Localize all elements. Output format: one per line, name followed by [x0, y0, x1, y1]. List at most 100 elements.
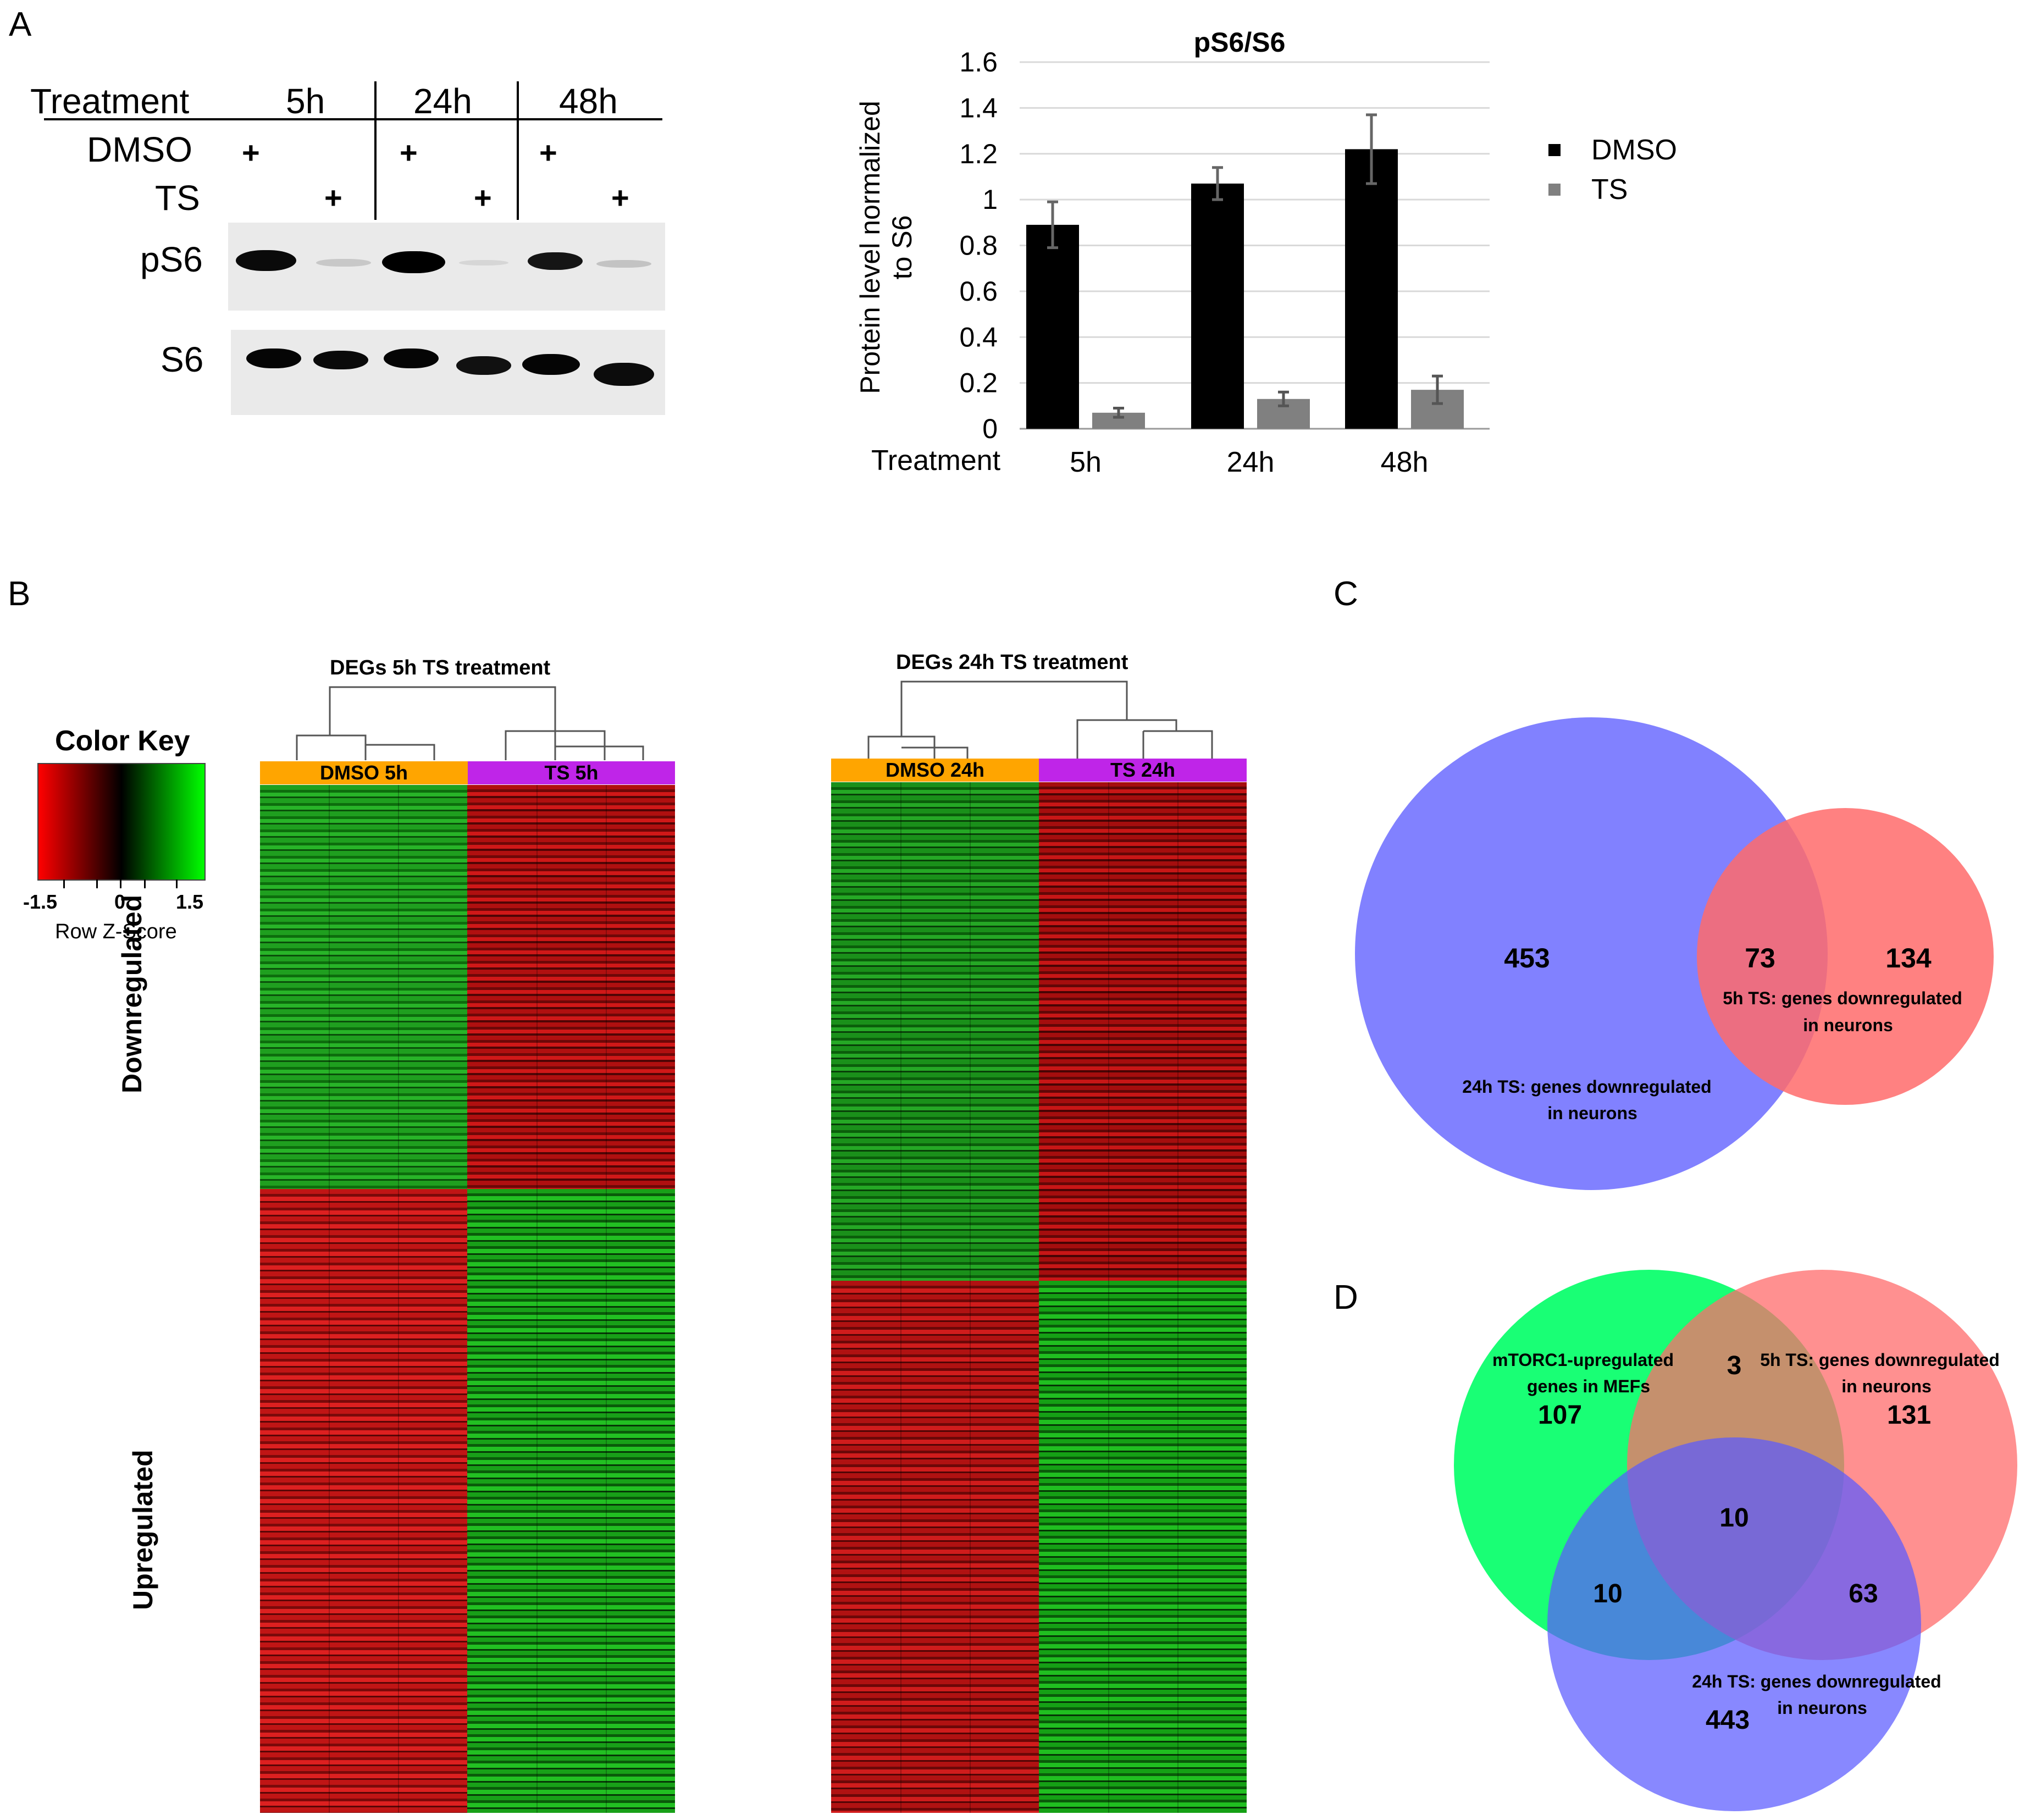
venn-c-label-24h-line-2: in neurons: [1547, 1103, 1637, 1123]
band-s6-dmso-5h: [246, 348, 301, 368]
blot-treatment-label: Treatment: [30, 81, 190, 121]
group-bar-dmso-5h: DMSO 5h: [260, 761, 468, 784]
venn-d-label-mtorc1-line-1: mTORC1-upregulated: [1492, 1350, 1674, 1370]
heatmap-right-dmso-up: [831, 1281, 1039, 1813]
band-ps6-ts-24h: [459, 260, 508, 265]
venn-d-label-5h-line-1: 5h TS: genes downregulated: [1760, 1350, 2000, 1370]
heatmap-right: [831, 782, 1247, 1813]
heatmap-right-ts-up: [1039, 1281, 1247, 1813]
venn-d-count-5h-24h: 63: [1849, 1579, 1878, 1608]
venn-d: mTORC1-upregulated genes in MEFs 107 3 5…: [1454, 1270, 2017, 1811]
heatmap-left-title: DEGs 5h TS treatment: [330, 656, 551, 679]
errorbar-dmso-48h: [1366, 113, 1377, 185]
band-s6-dmso-48h: [522, 354, 580, 375]
heatmap-right-dmso-down: [831, 782, 1039, 1281]
panel-letter-a: A: [9, 5, 32, 43]
chart-ylabel-line-1: Protein level normalized: [855, 101, 886, 394]
panel-letter-d: D: [1334, 1279, 1358, 1316]
chart-yticks: 0 0.2 0.4 0.6 0.8 1 1.2 1.4 1.6: [959, 47, 998, 444]
chart-xticks: 5h 24h 48h: [1070, 446, 1428, 478]
band-ps6-ts-48h: [596, 260, 651, 268]
legend-label-ts: TS: [1591, 174, 1628, 206]
bar-dmso-48h: [1345, 149, 1398, 429]
y-tick-label: 1.6: [959, 47, 998, 78]
blot-timepoint-48h: 48h: [559, 81, 618, 121]
heatmap-left-dmso-up: [260, 1189, 467, 1813]
chart-bars: [1026, 113, 1464, 429]
venn-c-label-5h-line-1: 5h TS: genes downregulated: [1723, 988, 1962, 1008]
band-ps6-dmso-5h: [236, 250, 296, 271]
y-tick-label: 0.4: [959, 322, 998, 352]
venn-d-label-24h-line-1: 24h TS: genes downregulated: [1692, 1672, 1941, 1691]
y-tick-label: 0.2: [959, 368, 998, 399]
errorbar-ts-48h: [1432, 374, 1443, 405]
heatmap-right-title: DEGs 24h TS treatment: [896, 651, 1128, 674]
chart-ylabel: Protein level normalized to S6: [855, 101, 917, 394]
plus-dmso-5h: +: [242, 135, 260, 170]
blot-header-line: [44, 118, 662, 120]
venn-c-circle-24h: [1355, 717, 1828, 1190]
plus-ts-24h: +: [474, 180, 492, 215]
y-tick-label: 1.2: [959, 139, 998, 169]
plus-ts-5h: +: [324, 180, 342, 215]
color-key-gradient: [37, 763, 206, 881]
chart-title: pS6/S6: [1194, 27, 1286, 58]
venn-d-label-24h-line-2: in neurons: [1777, 1698, 1867, 1718]
venn-d-label-5h-line-2: in neurons: [1841, 1376, 1932, 1396]
venn-d-circle-24h: [1547, 1437, 1921, 1811]
heatmap-right-ts-down: [1039, 782, 1247, 1281]
band-s6-ts-5h: [313, 351, 368, 369]
venn-d-count-mtorc1-24h: 10: [1593, 1579, 1622, 1608]
venn-c-circle-5h: [1697, 808, 1994, 1105]
errorbar-dmso-24h: [1212, 166, 1223, 201]
group-bar-ts-5h: TS 5h: [468, 761, 675, 784]
color-key-tick-low: -1.5: [23, 890, 58, 913]
y-tick-label: 0: [982, 413, 998, 444]
venn-c-label-24h-line-1: 24h TS: genes downregulated: [1462, 1077, 1711, 1097]
errorbar-dmso-5h: [1047, 200, 1058, 250]
chart-xlabel: Treatment: [871, 445, 1001, 477]
x-tick-label-48h: 48h: [1381, 446, 1429, 478]
dendrograms: [296, 681, 1213, 760]
blot-strip-s6: [231, 330, 665, 415]
group-bar-ts-24h: TS 24h: [1039, 759, 1247, 782]
heatmap-left-dmso-down: [260, 785, 467, 1189]
color-key-tick-high: 1.5: [176, 890, 204, 913]
blot-row-dmso: DMSO: [87, 130, 192, 169]
color-key-title: Color Key: [55, 725, 190, 757]
venn-d-count-only-24h: 443: [1706, 1706, 1750, 1735]
panel-letter-b: B: [8, 575, 31, 613]
x-tick-label-24h: 24h: [1227, 446, 1275, 478]
venn-c-label-5h-line-2: in neurons: [1803, 1015, 1893, 1035]
bar-dmso-24h: [1191, 183, 1244, 429]
errorbar-ts-24h: [1278, 390, 1289, 407]
venn-d-count-mtorc1-5h: 3: [1727, 1351, 1742, 1380]
errorbar-ts-5h: [1113, 406, 1124, 419]
legend-swatch-ts: [1548, 184, 1561, 196]
y-tick-label: 1: [982, 184, 998, 215]
venn-c-count-overlap: 73: [1745, 943, 1775, 973]
band-ps6-dmso-48h: [528, 252, 583, 270]
band-ps6-dmso-24h: [382, 251, 445, 273]
bar-dmso-5h: [1026, 224, 1079, 429]
y-tick-label: 0.6: [959, 276, 998, 307]
panel-letter-c: C: [1334, 575, 1358, 613]
band-s6-ts-48h: [594, 363, 654, 386]
venn-d-count-center: 10: [1719, 1503, 1749, 1533]
blot-row-ts: TS: [155, 178, 200, 218]
y-tick-label: 1.4: [959, 92, 998, 123]
color-key-tick-mid: 0: [114, 890, 126, 913]
venn-c: 453 73 134 5h TS: genes downregulated in…: [1355, 717, 1994, 1190]
heatmap-left: [260, 785, 675, 1813]
band-s6-ts-24h: [456, 356, 511, 375]
legend-label-dmso: DMSO: [1591, 134, 1677, 166]
blot-divider-1: [374, 81, 377, 220]
blot-timepoint-5h: 5h: [286, 81, 325, 121]
band-label-s6: S6: [161, 340, 204, 379]
band-label-ps6: pS6: [140, 240, 203, 279]
venn-d-count-only-5h: 131: [1887, 1401, 1931, 1430]
bar-chart: pS6/S6 Protein level normalized to S6 Tr…: [855, 27, 1677, 478]
legend-swatch-dmso: [1548, 144, 1561, 156]
group-bar-dmso-24h: DMSO 24h: [831, 759, 1039, 782]
venn-d-label-mtorc1-line-2: genes in MEFs: [1527, 1376, 1650, 1396]
